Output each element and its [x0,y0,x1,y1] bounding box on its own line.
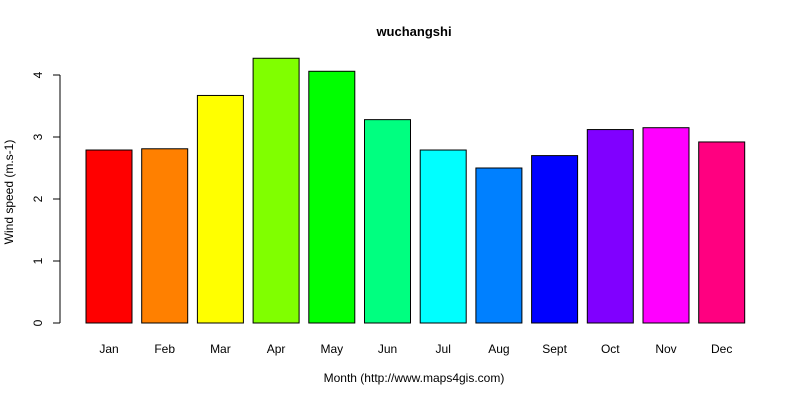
x-tick-label-dec: Dec [711,342,732,356]
x-tick-label-jun: Jun [378,342,397,356]
bar-sept [531,155,579,324]
bar-dec [698,141,746,324]
y-tick-label-4: 4 [31,71,45,78]
bar-jun [364,119,411,324]
x-tick-label-aug: Aug [488,342,509,356]
y-tick-label-0: 0 [31,319,45,326]
x-tick-label-jan: Jan [99,342,118,356]
bar-aug [475,167,523,324]
y-axis-label: Wind speed (m.s-1) [2,140,16,245]
bar-nov [642,127,690,324]
bar-jul [419,149,467,324]
y-tick-label-2: 2 [31,195,45,202]
x-tick-labels: Jan Feb Mar Apr May Jun Jul Aug Sept Oct Nov Dec [99,342,732,356]
x-tick-label-nov: Nov [655,342,676,356]
y-tick-label-1: 1 [31,257,45,264]
bars [85,57,746,324]
x-axis-label: Month (http://www.maps4gis.com) [324,371,505,385]
x-tick-label-oct: Oct [601,342,620,356]
bar-apr [252,57,300,324]
y-tick-label-3: 3 [31,133,45,140]
x-tick-label-mar: Mar [210,342,231,356]
bar-jan [85,149,133,324]
bar-oct [586,129,634,324]
x-tick-label-jul: Jul [436,342,451,356]
chart-title: wuchangshi [375,24,451,39]
y-axis: 0 1 2 3 4 [31,71,61,326]
bar-feb [141,148,189,324]
x-tick-label-feb: Feb [154,342,175,356]
bar-may [308,70,356,324]
bar-mar [196,94,244,324]
x-tick-label-sept: Sept [542,342,567,356]
x-tick-label-may: May [320,342,343,356]
x-tick-label-apr: Apr [267,342,286,356]
